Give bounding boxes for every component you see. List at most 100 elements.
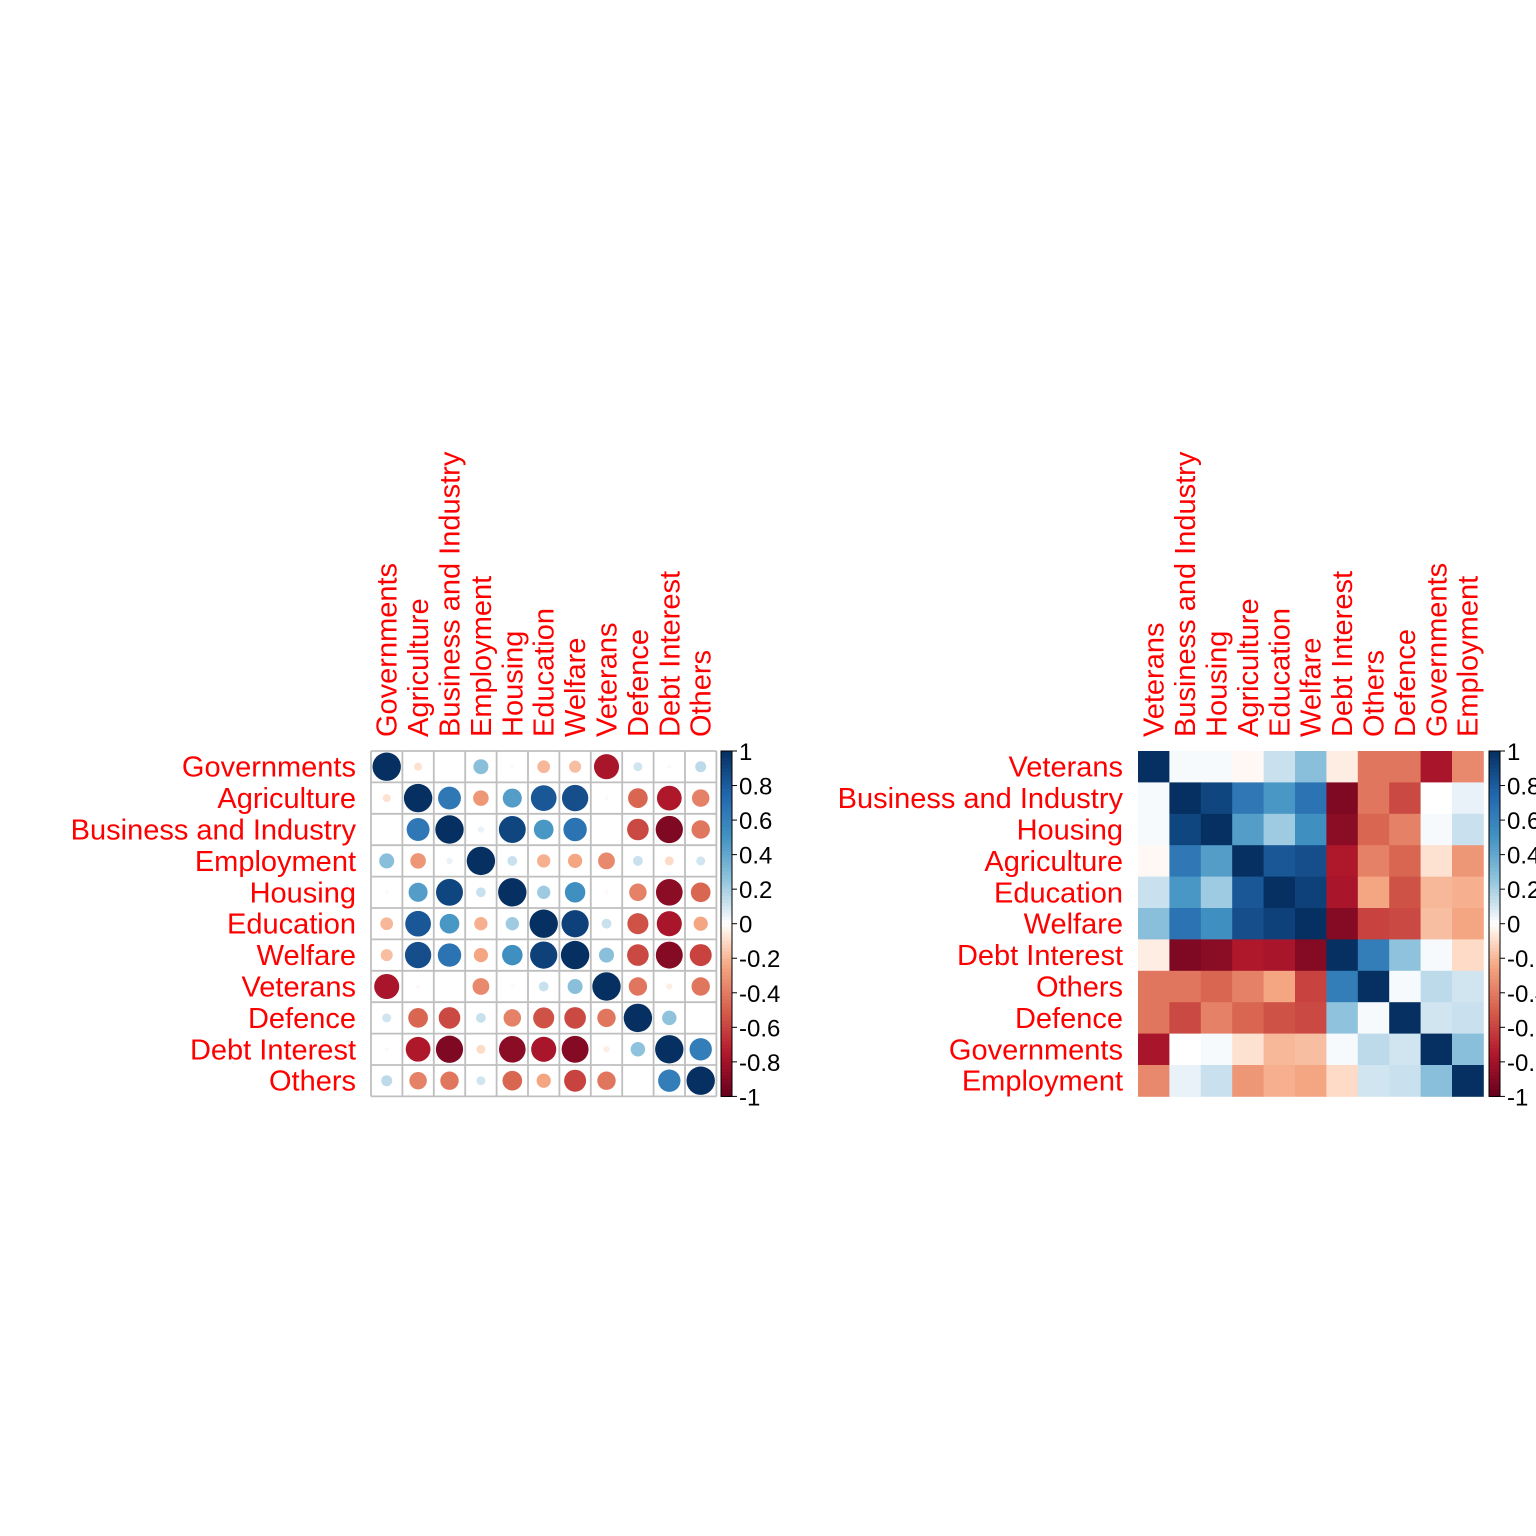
row-label: Debt Interest (957, 940, 1123, 972)
cell-education-others (693, 916, 708, 931)
colorbar-segment (721, 847, 732, 852)
cell-veterans-employment (1452, 751, 1484, 783)
colorbar-segment (1489, 1034, 1500, 1039)
cell-education-welfare (561, 910, 589, 938)
colorbar-segment (721, 999, 732, 1004)
colorbar-segment (1489, 771, 1500, 776)
row-label: Governments (182, 752, 356, 784)
colorbar-segment (1489, 1037, 1500, 1042)
colorbar-segment (1489, 813, 1500, 818)
colorbar-segment (1489, 927, 1500, 932)
colorbar-segment (1489, 858, 1500, 863)
cell-housing-others (690, 882, 711, 903)
cell-education-veterans (601, 918, 612, 929)
cell-education-welfare (1295, 876, 1327, 909)
cell-veterans-others (691, 977, 710, 996)
colorbar-segment (1489, 761, 1500, 766)
cell-veterans-business-and-industry (1169, 751, 1202, 783)
colorbar-segment (721, 788, 732, 794)
colorbar-tick-label: -0.4 (739, 981, 780, 1008)
cell-education-education (1263, 876, 1296, 909)
colorbar-segment (721, 1068, 732, 1073)
cell-governments-housing (1200, 1033, 1233, 1066)
cell-welfare-veterans (1138, 908, 1170, 940)
cell-welfare-agriculture (1232, 908, 1264, 940)
row-label: Welfare (257, 940, 356, 972)
colorbar-tick-label: -0.8 (1507, 1050, 1536, 1077)
cell-employment-veterans (598, 852, 615, 870)
colorbar-segment (1489, 899, 1500, 904)
colorbar-segment (1489, 913, 1500, 918)
cell-debt-interest-housing (498, 1035, 526, 1063)
colorbar-segment (1489, 820, 1500, 825)
colorbar-segment (1489, 868, 1500, 873)
cell-debt-interest-agriculture (405, 1036, 431, 1062)
cell-defence-business-and-industry (438, 1007, 461, 1029)
colorbar-segment (721, 896, 732, 901)
colorbar-segment (1489, 788, 1500, 794)
colorbar-segment (721, 958, 732, 963)
colorbar-segment (721, 833, 732, 838)
cell-debt-interest-veterans (603, 1046, 610, 1053)
colorbar-segment (1489, 1016, 1500, 1022)
cell-agriculture-employment (1452, 845, 1484, 877)
cell-agriculture-education (530, 785, 557, 811)
colorbar-segment (721, 1010, 732, 1015)
colorbar-segment (1489, 854, 1500, 859)
colorbar-segment (721, 927, 732, 932)
cell-governments-governments (372, 752, 401, 781)
cell-debt-interest-defence (1389, 939, 1421, 972)
colorbar-segment (721, 996, 732, 1001)
cell-debt-interest-governments (384, 1047, 389, 1052)
cell-others-employment (1452, 970, 1484, 1003)
colorbar-segment (721, 889, 732, 894)
cell-business-and-industry-business-and-industry (435, 815, 464, 844)
column-label: Education (1264, 608, 1296, 737)
colorbar-tick-label: -0.6 (739, 1015, 780, 1042)
cell-business-and-industry-employment (1452, 782, 1484, 815)
column-label: Housing (1202, 631, 1234, 737)
cell-agriculture-others (1357, 845, 1390, 877)
colorbar-segment (1489, 1027, 1500, 1032)
cell-business-and-industry-employment (477, 826, 485, 833)
cell-others-welfare (1295, 970, 1327, 1003)
colorbar-segment (1489, 757, 1500, 762)
cell-agriculture-housing (502, 788, 522, 808)
cell-welfare-education (530, 941, 558, 969)
cell-agriculture-governments (1420, 845, 1453, 877)
colorbar-segment (721, 909, 732, 914)
column-label: Agriculture (403, 598, 435, 737)
cell-defence-welfare (1295, 1002, 1327, 1034)
cell-veterans-welfare (567, 978, 583, 995)
cell-housing-employment (475, 887, 486, 898)
colorbar-segment (721, 871, 732, 876)
colorbar-segment (721, 782, 732, 787)
cell-defence-employment (475, 1012, 486, 1023)
cell-defence-education (533, 1007, 555, 1029)
cell-housing-defence (1389, 813, 1421, 846)
colorbar-segment (721, 1037, 732, 1042)
cell-education-others (1357, 876, 1390, 909)
colorbar-tick-label: 1 (1507, 739, 1520, 766)
colorbar-segment (721, 813, 732, 818)
colorbar-segment (1489, 1065, 1500, 1070)
cell-others-business-and-industry (1169, 970, 1202, 1003)
colorbar-segment (1489, 864, 1500, 870)
cell-defence-welfare (564, 1007, 586, 1029)
colorbar-segment (721, 1051, 732, 1056)
colorbar-segment (1489, 792, 1500, 797)
colorbar-segment (721, 982, 732, 987)
cell-business-and-industry-housing (1200, 782, 1233, 815)
colorbar-segment (721, 764, 732, 769)
cell-veterans-veterans (1138, 751, 1170, 783)
cell-governments-employment (1452, 1033, 1484, 1066)
row-label: Governments (949, 1034, 1123, 1066)
colorbar-segment (1489, 1068, 1500, 1073)
colorbar-segment (1489, 840, 1500, 845)
cell-employment-veterans (1138, 1065, 1170, 1097)
row-label: Veterans (1009, 752, 1123, 784)
cell-others-employment (476, 1076, 486, 1086)
cell-education-agriculture (1232, 876, 1264, 909)
cell-business-and-industry-agriculture (1232, 782, 1264, 815)
